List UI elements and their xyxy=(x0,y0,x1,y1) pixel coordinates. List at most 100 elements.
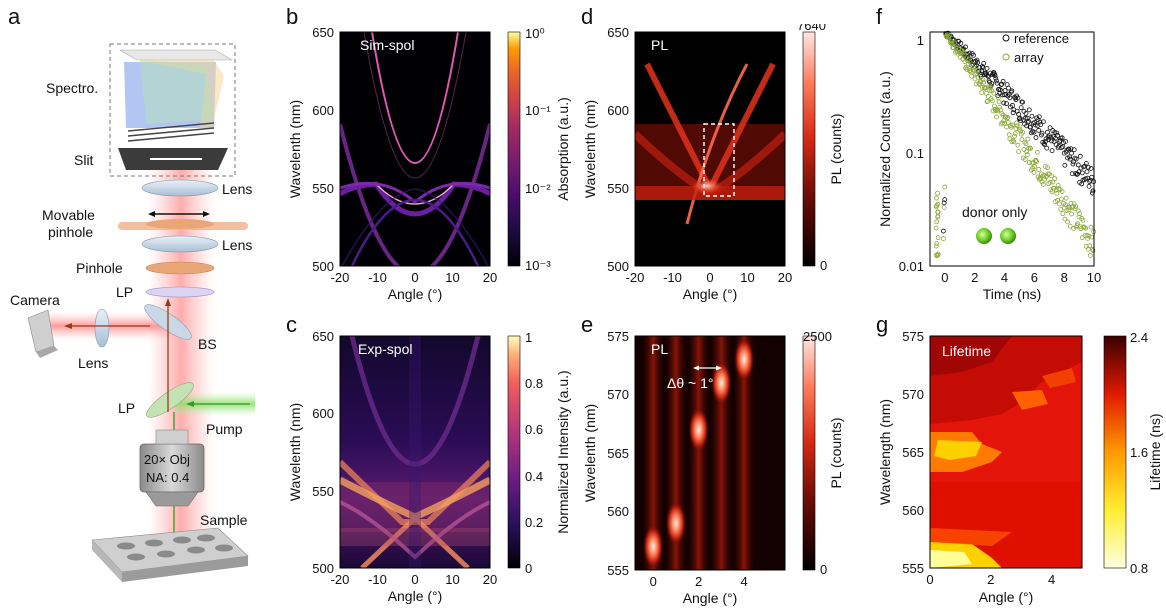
panel-f-point-reference xyxy=(963,44,968,50)
panel-c-xtick-20: 20 xyxy=(483,572,497,587)
panel-f-point-reference xyxy=(1049,138,1054,144)
panel-f-point-array xyxy=(971,65,977,71)
label-lp-2: LP xyxy=(118,400,136,416)
panel-f-point-array xyxy=(1052,176,1058,182)
panel-f-point-reference xyxy=(1069,150,1074,156)
panel-f-point-array xyxy=(1067,223,1073,229)
panel-e-xtick-2: 2 xyxy=(695,574,702,589)
panel-f-point-array xyxy=(1075,221,1081,227)
legend-marker-array xyxy=(1002,53,1010,61)
panel-f-point-reference xyxy=(967,50,972,56)
panel-f-point-reference xyxy=(1038,122,1044,127)
panel-c-ytick-500: 500 xyxy=(312,561,334,576)
panel-f-point-array xyxy=(985,98,991,104)
panel-f-point-reference xyxy=(1066,146,1072,152)
panel-f-point-reference xyxy=(1063,139,1068,144)
panel-f-point-array xyxy=(942,184,948,190)
legend-label-array: array xyxy=(1014,50,1044,65)
label-spectro: Spectro. xyxy=(46,80,99,96)
panel-f-point-array xyxy=(1009,139,1015,145)
panel-f-point-array xyxy=(1054,190,1060,196)
label-lens-2: Lens xyxy=(222,237,253,253)
panel-f-point-reference xyxy=(1023,111,1029,116)
panel-f-point-array xyxy=(975,67,981,73)
panel-f-point-array xyxy=(1004,124,1009,130)
panel-g-cbar-tick-min: 0.8 xyxy=(1130,561,1148,576)
panel-f-ytick-01: 0.1 xyxy=(906,146,924,161)
panel-f-point-array xyxy=(1034,159,1040,164)
panel-letter-d: d xyxy=(581,4,594,29)
panel-d-xtick-0: 0 xyxy=(706,270,713,285)
panel-f-point-array xyxy=(997,104,1003,110)
panel-f-point-array xyxy=(1039,179,1045,185)
panel-c-cbar-tick-02: 0.2 xyxy=(525,515,543,530)
panel-d-xtick-m10: -10 xyxy=(663,270,682,285)
panel-f-point-array xyxy=(1015,142,1021,148)
panel-f-point-reference xyxy=(1009,88,1015,94)
panel-b-ytick-550: 550 xyxy=(312,181,334,196)
panel-f-point-reference xyxy=(1026,118,1032,124)
panel-b-xtick-10: 10 xyxy=(445,270,459,285)
panel-f-point-array xyxy=(1090,248,1096,253)
panel-b-cbar-tick-3: 10⁻³ xyxy=(525,258,551,273)
panel-f-point-array xyxy=(1005,115,1011,120)
panel-f-point-reference xyxy=(985,73,991,79)
panel-f-point-reference xyxy=(1018,118,1023,124)
panel-f-point-array xyxy=(989,98,995,104)
panel-f-point-reference xyxy=(981,60,987,66)
panel-g-ylabel: Wavelength (nm) xyxy=(877,399,893,505)
panel-b-ylabel: Wavelenth (nm) xyxy=(287,100,303,198)
panel-f-xlabel: Time (ns) xyxy=(983,286,1042,302)
panel-c-cbar-tick-04: 0.4 xyxy=(525,469,543,484)
panel-f-point-array xyxy=(1016,149,1021,155)
panel-d-cbar-tick-max: 7640 xyxy=(797,24,826,33)
panel-b-ytick-600: 600 xyxy=(312,103,334,118)
panel-f-point-array xyxy=(941,236,946,241)
panel-f-point-array xyxy=(1004,115,1010,121)
panel-b-xtick-m10: -10 xyxy=(368,270,387,285)
panel-e-peak xyxy=(711,360,732,405)
panel-b-xtick-m20: -20 xyxy=(331,270,350,285)
panel-e-ytick-575: 575 xyxy=(607,332,629,344)
panel-f-point-reference xyxy=(1001,100,1007,106)
panel-f-point-array xyxy=(1014,120,1019,126)
panel-f-point-array xyxy=(991,90,997,96)
panel-f-chart: reference array donor only 1 0.1 0.01 0 2… xyxy=(877,30,1101,302)
panel-f-point-array xyxy=(1069,204,1075,210)
panel-f-point-reference xyxy=(1052,129,1058,135)
panel-f-point-array xyxy=(1049,173,1054,179)
lens-1 xyxy=(141,179,219,197)
panel-f-point-array xyxy=(980,77,986,83)
panel-g-xtick-0: 0 xyxy=(926,572,933,587)
panel-c-cbar-tick-0: 0 xyxy=(525,561,532,576)
panel-f-point-array xyxy=(1010,122,1015,128)
panel-letter-c: c xyxy=(286,312,297,337)
panel-f-point-array xyxy=(1046,181,1052,187)
panel-c-ytick-600: 600 xyxy=(312,406,334,421)
panel-f-point-reference xyxy=(1037,119,1043,125)
panel-g-ytick-570: 570 xyxy=(902,387,924,402)
panel-f-point-array xyxy=(1055,183,1061,188)
panel-f-point-array xyxy=(933,243,939,249)
panel-b-ytick-500: 500 xyxy=(312,259,334,274)
panel-f-point-reference xyxy=(942,197,948,202)
panel-f-point-array xyxy=(1087,243,1093,249)
panel-f-point-array xyxy=(975,74,981,80)
panel-e-annotation: Δθ ~ 1° xyxy=(667,375,713,391)
panel-c-cbar-label: Normalized Intensity (a.u.) xyxy=(555,370,571,533)
label-movable: Movable xyxy=(42,207,95,223)
panel-f-point-array xyxy=(1088,224,1094,230)
panel-f-point-array xyxy=(1060,211,1066,217)
panel-f-point-array xyxy=(1071,225,1076,231)
panel-g-cbar-tick-mid: 1.6 xyxy=(1130,445,1148,460)
panel-f-point-reference xyxy=(971,52,977,58)
panel-e-peaks xyxy=(642,336,756,570)
panel-f-point-array xyxy=(947,33,952,39)
panel-f-point-reference xyxy=(1045,129,1050,135)
panel-e-cbar-tick-0: 0 xyxy=(820,562,827,577)
panel-f-point-reference xyxy=(1042,142,1048,148)
panel-f-point-array xyxy=(996,99,1002,105)
panel-f-point-array xyxy=(995,108,1001,114)
panel-f-point-array xyxy=(1050,179,1056,185)
panel-c-title: Exp-spol xyxy=(358,341,412,357)
